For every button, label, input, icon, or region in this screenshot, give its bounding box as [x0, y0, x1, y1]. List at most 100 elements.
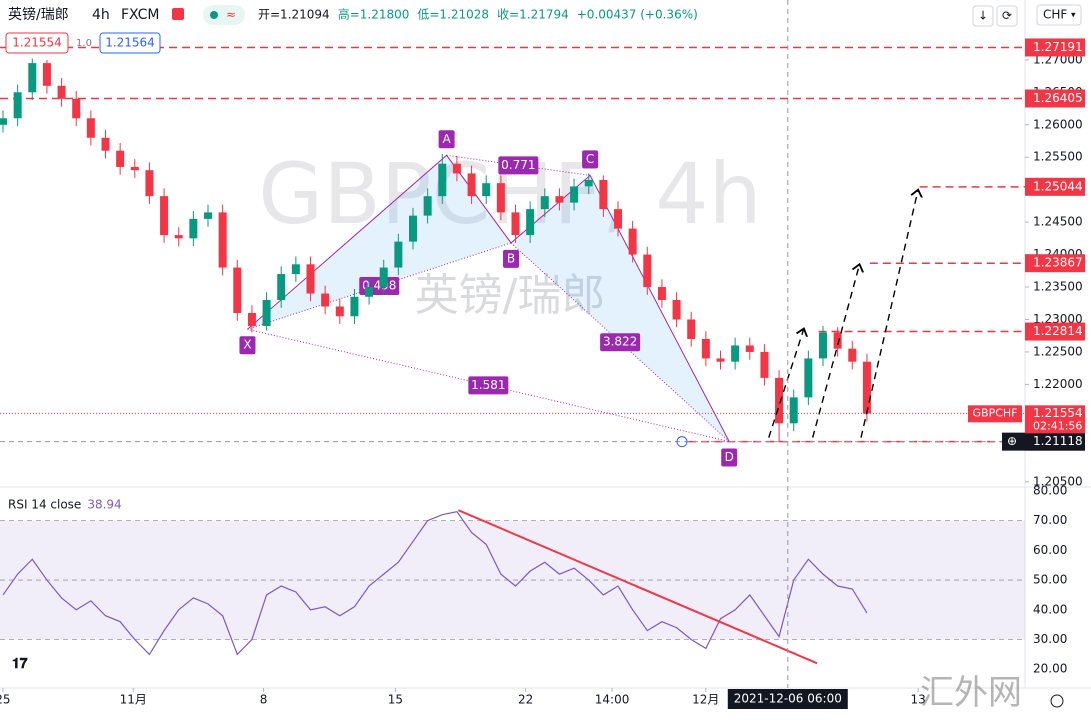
- point-label: B: [507, 251, 515, 265]
- ohlc-value: 收=1.21794: [497, 8, 569, 22]
- ratio-label: 1.581: [471, 378, 505, 392]
- candle-body: [204, 212, 212, 219]
- candle-body: [291, 264, 300, 275]
- candle-body: [438, 163, 447, 197]
- plot: 1.270001.265001.260001.255001.245001.240…: [0, 0, 1085, 709]
- settings-icon[interactable]: [1050, 694, 1064, 708]
- candle-body: [526, 209, 535, 236]
- x-tick-label: 25: [0, 693, 11, 707]
- exchange: FXCM: [121, 7, 159, 23]
- x-tick-label: 14:00: [595, 693, 630, 707]
- rsi-value: 38.94: [87, 498, 121, 512]
- currency-button[interactable]: [1036, 4, 1082, 26]
- candle-body: [335, 306, 344, 317]
- status-pill[interactable]: [203, 5, 245, 25]
- level-label-box: [1025, 322, 1085, 341]
- level-label-box: [1025, 38, 1085, 57]
- rsi-tick-label: 60.00: [1033, 543, 1067, 557]
- candle-body: [28, 63, 37, 93]
- candle-body: [628, 228, 637, 255]
- level-label: 1.25044: [1033, 179, 1083, 193]
- ratio-label: 3.822: [603, 335, 637, 349]
- candle-body: [643, 254, 652, 288]
- point-label: C: [586, 152, 594, 166]
- candle-body: [760, 351, 769, 378]
- crosshair-plus: ⊕: [1007, 434, 1017, 448]
- candle-body: [804, 358, 813, 398]
- candle-body: [306, 264, 315, 294]
- header: 英镑/瑞郎 4h FXCM ≈ 开=1.21094 高=1.21800 低=1.21…: [5, 4, 1082, 713]
- watermark: GBPCHF, 4h 英镑/瑞郎: [258, 145, 762, 321]
- candle-body: [687, 319, 696, 339]
- name-watermark: 英镑/瑞郎: [415, 270, 606, 321]
- candle-body: [160, 196, 169, 236]
- site-watermark: 汇外网: [920, 673, 1022, 713]
- rsi-trendline: [457, 509, 818, 665]
- x-tick-label: 22: [518, 693, 533, 707]
- candle-body: [247, 312, 256, 326]
- candle-body: [350, 296, 359, 317]
- x-tick-label: 13: [910, 693, 925, 707]
- candle-body: [42, 63, 51, 86]
- candle-body: [482, 183, 491, 197]
- y-tick-label: 1.23000: [1033, 312, 1083, 326]
- buy-button[interactable]: [99, 32, 161, 54]
- ohlc: 开=1.21094 高=1.21800 低=1.21028 收=1.21794 +0.0…: [258, 7, 698, 22]
- level-label-box: [1025, 177, 1085, 196]
- x-tick-label: 12月: [692, 693, 719, 707]
- candle-body: [657, 287, 666, 301]
- candle-body: [540, 196, 549, 210]
- candle-body: [833, 332, 842, 349]
- last-symbol-box: [968, 405, 1022, 423]
- point-label: X: [243, 338, 251, 352]
- y-tick-label: 1.23500: [1033, 280, 1083, 294]
- rsi-line: [2, 511, 868, 656]
- spread: 1.0: [76, 38, 92, 49]
- x-tick-label: 15: [388, 693, 403, 707]
- y-tick-label: 1.22000: [1033, 377, 1083, 391]
- candle-body: [116, 150, 125, 167]
- status-dot: [210, 11, 218, 19]
- logo: 𝟏𝟕: [12, 656, 28, 672]
- candle-body: [745, 345, 754, 352]
- ohlc-value: +0.00437 (+0.36%): [577, 8, 698, 22]
- y-tick-label: 1.25500: [1033, 150, 1083, 164]
- crosshair-time-box: [727, 689, 848, 709]
- candle-body: [423, 196, 432, 216]
- level-label: 1.27191: [1033, 40, 1083, 54]
- refresh-button[interactable]: [996, 5, 1018, 27]
- sell-button[interactable]: [5, 32, 69, 54]
- candle-body: [570, 186, 579, 203]
- rsi-tick-label: 80.00: [1033, 483, 1067, 497]
- point-label: A: [442, 132, 451, 146]
- candle-body: [848, 348, 857, 362]
- pattern-fill: [511, 175, 730, 442]
- projection: [860, 190, 918, 438]
- download-button[interactable]: [972, 5, 994, 27]
- ohlc-value: 低=1.21028: [417, 8, 489, 22]
- candle-body: [218, 212, 227, 268]
- point-box: [582, 150, 599, 169]
- point-box: [438, 130, 455, 149]
- candle-body: [379, 267, 388, 288]
- candle-body: [862, 361, 871, 414]
- level-label: 1.26405: [1033, 91, 1083, 105]
- last-price-box: [1025, 405, 1085, 434]
- rsi-band: [0, 520, 1025, 640]
- cursor: [676, 436, 688, 448]
- candle-body: [614, 209, 622, 229]
- point-box: [239, 336, 256, 355]
- point-box: [503, 249, 520, 268]
- candle-body: [13, 92, 22, 119]
- sell-price: 1.21554: [12, 36, 62, 50]
- flag-icon[interactable]: [172, 8, 184, 20]
- candle-body: [101, 137, 110, 151]
- x-tick-label: 11月: [120, 693, 147, 707]
- ratio-box: [498, 156, 539, 175]
- candle-body: [365, 287, 374, 297]
- ohlc-value: 开=1.21094: [258, 8, 330, 22]
- ratio-label: 0.771: [501, 158, 535, 172]
- level-label: 1.23867: [1033, 256, 1083, 270]
- candle-body: [775, 377, 784, 424]
